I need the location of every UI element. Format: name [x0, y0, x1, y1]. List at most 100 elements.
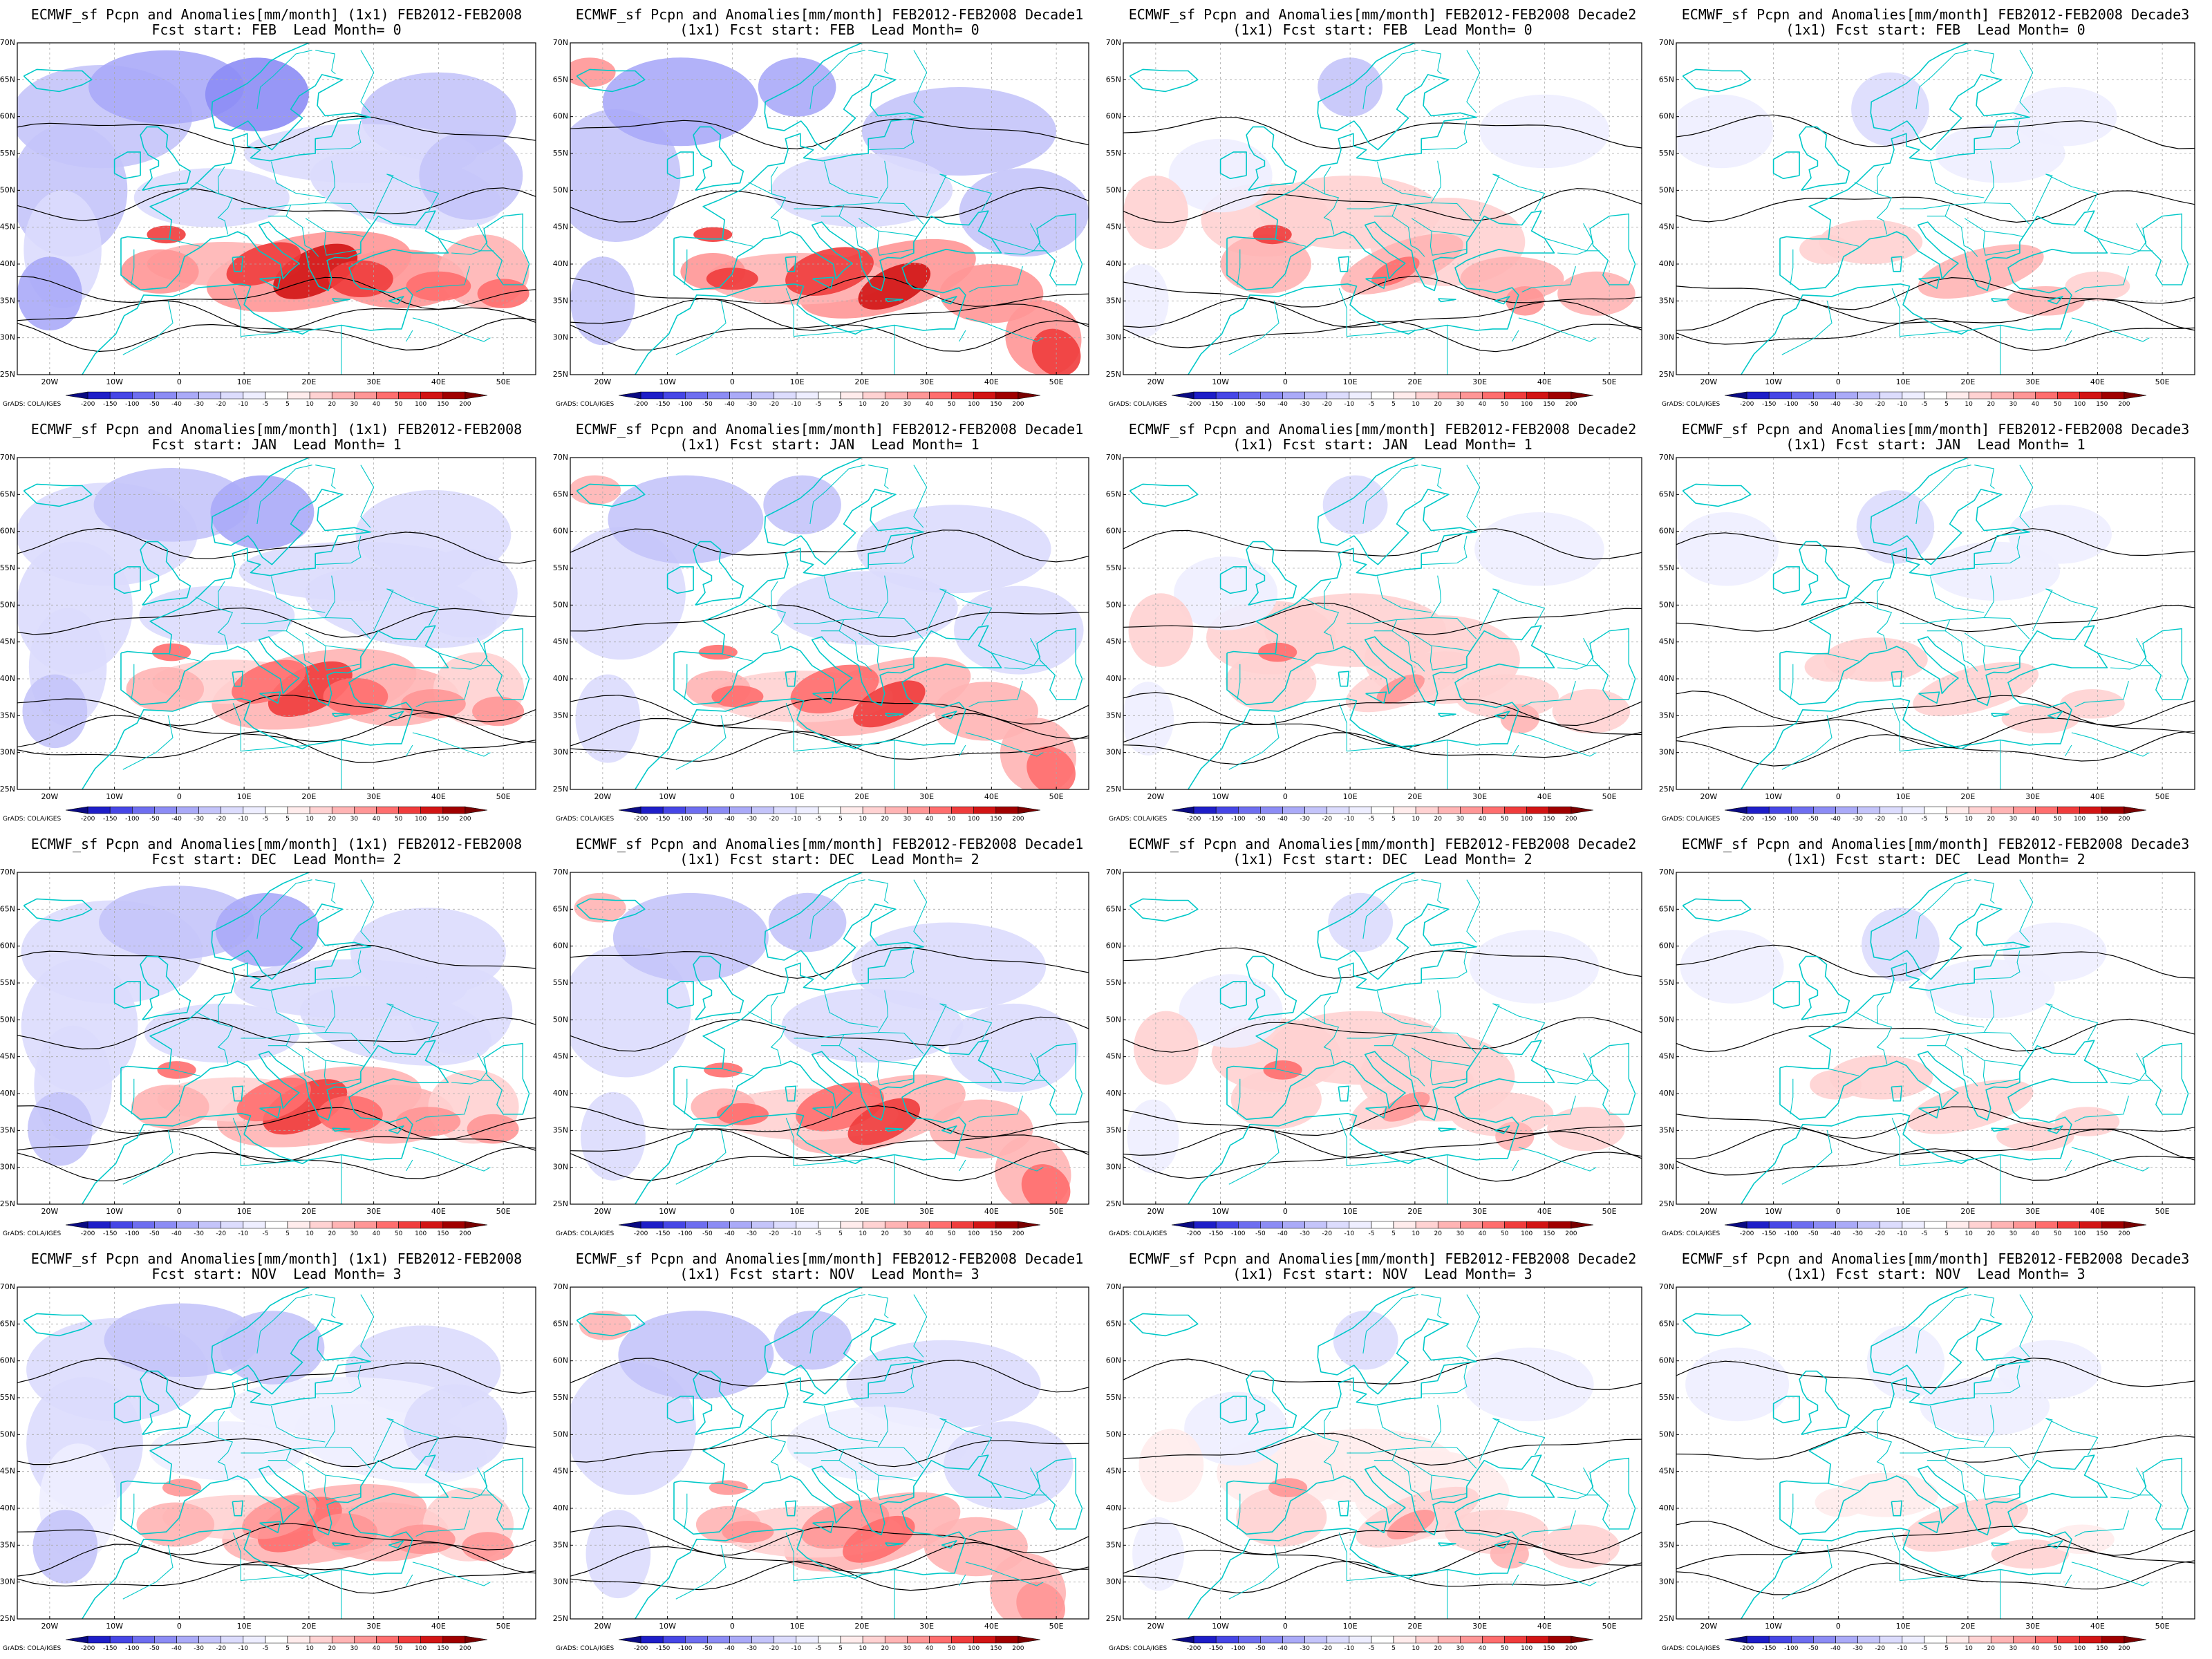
country-border [1790, 1078, 1794, 1114]
country-border [315, 120, 362, 151]
coastline [885, 713, 903, 718]
colorbar-label: -150 [1762, 816, 1777, 823]
country-border [1466, 465, 1481, 528]
country-border [959, 1574, 966, 1586]
country-border [415, 1510, 470, 1537]
grads-credit: GrADS: COLA/IGES [1662, 401, 1721, 408]
coastline [693, 126, 744, 191]
colorbar-swatch [1968, 1635, 1991, 1644]
coastline [113, 151, 141, 180]
lon-tick-label: 20E [301, 792, 316, 801]
colorbar-swatch [1260, 806, 1283, 814]
lon-tick-label: 20E [301, 1622, 316, 1631]
anomaly-area [693, 227, 733, 242]
colorbar-label: -30 [1853, 816, 1863, 823]
lat-tick-label: 50N [1106, 1430, 1121, 1438]
lon-tick-label: 30E [2025, 377, 2040, 386]
anomaly-area [401, 689, 466, 719]
coastline [1918, 691, 1940, 704]
precip-contour [1676, 1357, 2195, 1389]
lon-tick-label: 10E [1896, 377, 1911, 386]
colorbar-label: -30 [1300, 816, 1310, 823]
colorbar-label: -40 [724, 401, 735, 408]
colorbar-swatch [154, 1221, 177, 1229]
panel-title: ECMWF_sf Pcpn and Anomalies[mm/month] FE… [1128, 6, 1637, 23]
colorbar-label: -10 [238, 401, 248, 408]
caspian-coastline [483, 628, 530, 700]
anomaly-area [228, 1377, 462, 1436]
country-border [821, 205, 845, 217]
coastline [1365, 276, 1387, 289]
caspian-coastline [1036, 213, 1083, 285]
lon-tick-label: 10E [237, 377, 252, 386]
colorbar-swatch [640, 1221, 664, 1229]
coastline [1991, 1542, 2009, 1547]
lat-tick-label: 65N [0, 75, 15, 84]
coastline [635, 1454, 1002, 1619]
colorbar-swatch [1482, 806, 1505, 814]
anomaly-area [698, 644, 738, 660]
coastline [1494, 711, 1510, 720]
colorbar-swatch [442, 1635, 466, 1644]
country-border [1854, 182, 1893, 235]
precip-contour [17, 1105, 536, 1141]
country-border [2074, 1096, 2129, 1123]
lat-tick-label: 30N [1659, 748, 1674, 757]
colorbar-swatch [2035, 1221, 2058, 1229]
colorbar-label: 50 [948, 401, 956, 408]
coastline [812, 1106, 834, 1118]
colorbar-label: 40 [2032, 1645, 2040, 1652]
anomaly-area [1913, 662, 2039, 717]
lat-tick-label: 70N [0, 1282, 15, 1291]
lat-tick-label: 55N [1106, 978, 1121, 987]
country-border [1362, 1294, 1418, 1354]
colorbar-label: 50 [2054, 1645, 2062, 1652]
precip-contour [570, 528, 1089, 563]
colorbar-label: -40 [1277, 1645, 1288, 1652]
precip-contour [1676, 298, 2195, 331]
lat-tick-label: 35N [0, 1125, 15, 1134]
lat-tick-label: 55N [1659, 149, 1674, 158]
coastline [388, 1540, 404, 1549]
colorbar-label: 40 [2032, 1230, 2040, 1237]
coastline [140, 126, 191, 191]
colorbar-swatch [87, 1221, 111, 1229]
colorbar-swatch [1460, 391, 1483, 400]
lat-tick-label: 40N [553, 1089, 568, 1098]
colorbar-label: -20 [1322, 1230, 1332, 1237]
country-border [1927, 1034, 1951, 1047]
lat-tick-label: 60N [0, 1356, 15, 1365]
coastline [1772, 566, 1800, 594]
country-border [2019, 50, 2034, 113]
colorbar-swatch [2101, 1221, 2125, 1229]
panel-subtitle: (1x1) Fcst start: NOV Lead Month= 3 [1232, 1266, 1533, 1282]
country-border [438, 223, 488, 252]
colorbar-label: -30 [747, 1645, 757, 1652]
lon-tick-label: 0 [1283, 1622, 1288, 1631]
country-border [1479, 588, 1546, 631]
anomaly-area [602, 57, 758, 147]
country-border [2071, 317, 2150, 342]
coastline [673, 1287, 924, 1484]
country-border [1927, 619, 1951, 632]
anomaly-area [395, 1107, 461, 1136]
anomaly-area [268, 661, 353, 718]
colorbar-swatch [1260, 391, 1283, 400]
coastline [1188, 210, 1555, 375]
precip-contour [17, 1358, 536, 1394]
country-border [868, 1365, 915, 1395]
colorbar-swatch [331, 1221, 355, 1229]
anomaly-area [1179, 974, 1283, 1048]
map-frame [1123, 457, 1642, 790]
coastline [23, 1313, 93, 1337]
colorbar-swatch [87, 806, 111, 814]
colorbar-label: -50 [1808, 816, 1819, 823]
lon-tick-label: 40E [2090, 1207, 2105, 1216]
map-content [1123, 458, 1642, 789]
colorbar-swatch [1482, 1221, 1505, 1229]
lat-tick-label: 40N [1659, 1089, 1674, 1098]
lat-tick-label: 25N [0, 785, 15, 794]
country-border [868, 535, 915, 565]
